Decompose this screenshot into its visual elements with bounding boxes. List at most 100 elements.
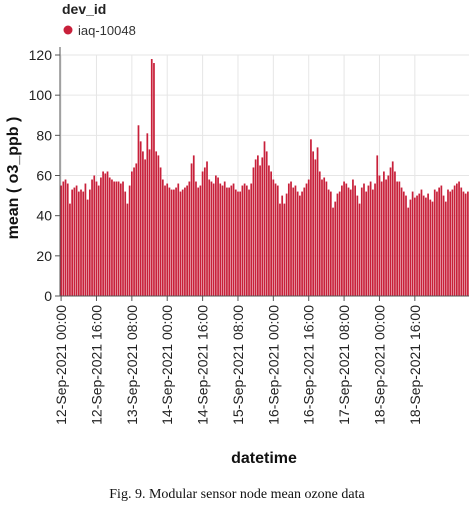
bar [80, 189, 82, 296]
bar [429, 199, 432, 296]
bar [177, 183, 180, 296]
bar [405, 195, 407, 296]
x-tick-label: 12-Sep-2021 00:00 [53, 305, 69, 425]
bar [226, 187, 228, 296]
bar [321, 179, 323, 296]
x-tick-label: 12-Sep-2021 16:00 [88, 305, 104, 425]
y-tick-label: 100 [29, 87, 53, 103]
x-tick-label: 17-Sep-2021 08:00 [336, 305, 352, 425]
bar [349, 189, 352, 296]
bar [356, 195, 359, 296]
legend-title: dev_id [62, 1, 106, 17]
bar [175, 187, 177, 296]
bar [164, 185, 166, 296]
bar [425, 197, 427, 296]
bar [217, 177, 219, 296]
bar [263, 141, 266, 296]
bar [274, 183, 277, 296]
bar [71, 189, 74, 296]
bar [407, 207, 410, 296]
bar [172, 189, 175, 296]
bar [60, 185, 62, 296]
bar [283, 203, 286, 296]
bar [241, 185, 244, 296]
bar [122, 181, 124, 296]
bar [259, 165, 261, 296]
bar [418, 193, 421, 296]
bar [228, 187, 230, 296]
bar [296, 191, 299, 296]
x-tick-label: 16-Sep-2021 00:00 [265, 305, 281, 425]
bar [95, 181, 98, 296]
bar [148, 149, 151, 296]
bar [387, 175, 390, 296]
bar [433, 189, 436, 296]
bar [159, 167, 162, 296]
bar [383, 171, 385, 296]
legend: dev_id iaq-10048 [62, 1, 136, 38]
bar [113, 181, 116, 296]
bar [237, 191, 239, 296]
bar [223, 181, 226, 296]
bar [155, 151, 158, 296]
bar [232, 183, 235, 296]
bar [290, 181, 292, 296]
bar [146, 133, 149, 296]
y-tick-label: 80 [36, 127, 52, 143]
bar [367, 185, 370, 296]
bar [199, 185, 202, 296]
bar [201, 171, 204, 296]
bar [467, 191, 469, 296]
bar [108, 177, 111, 296]
bar [360, 187, 363, 296]
bar [102, 171, 104, 296]
x-tick-label: 15-Sep-2021 08:00 [230, 305, 246, 425]
bar [400, 187, 403, 296]
bar [343, 181, 345, 296]
bar [371, 189, 374, 296]
y-tick-label: 0 [44, 288, 52, 304]
bar [206, 161, 208, 296]
bar [416, 195, 418, 296]
bar [301, 191, 303, 296]
bar [276, 185, 279, 296]
bar [245, 185, 248, 296]
bar [427, 193, 429, 296]
bar [332, 207, 334, 296]
bar [325, 181, 328, 296]
bar [354, 185, 357, 296]
y-tick-label: 20 [36, 248, 52, 264]
x-tick-label: 18-Sep-2021 00:00 [371, 305, 387, 425]
legend-swatch-icon [63, 25, 73, 35]
bar [82, 191, 85, 296]
bar [378, 175, 381, 296]
bar [279, 203, 281, 296]
bar [312, 151, 315, 296]
bar [420, 189, 423, 296]
y-tick-labels: 0 20 40 60 80 100 120 [29, 47, 60, 304]
bar [376, 155, 379, 296]
bar [270, 171, 272, 296]
bar [166, 183, 169, 296]
bar [248, 189, 250, 296]
bar [431, 201, 434, 296]
bar [64, 179, 67, 296]
bar [464, 193, 467, 296]
bar [447, 189, 449, 296]
bar [192, 155, 195, 296]
bar [144, 159, 146, 296]
bar [119, 183, 122, 296]
bar [285, 193, 288, 296]
bar [86, 199, 89, 296]
bar [396, 181, 399, 296]
bar [292, 187, 295, 296]
x-tick-labels: 12-Sep-2021 00:00 12-Sep-2021 16:00 13-Sep… [53, 296, 423, 425]
bar [219, 183, 222, 296]
bar [124, 191, 127, 296]
bar [104, 173, 107, 296]
bar [115, 181, 118, 296]
bar [257, 155, 259, 296]
bar [462, 191, 465, 296]
bar [190, 163, 193, 296]
bar [363, 183, 365, 296]
